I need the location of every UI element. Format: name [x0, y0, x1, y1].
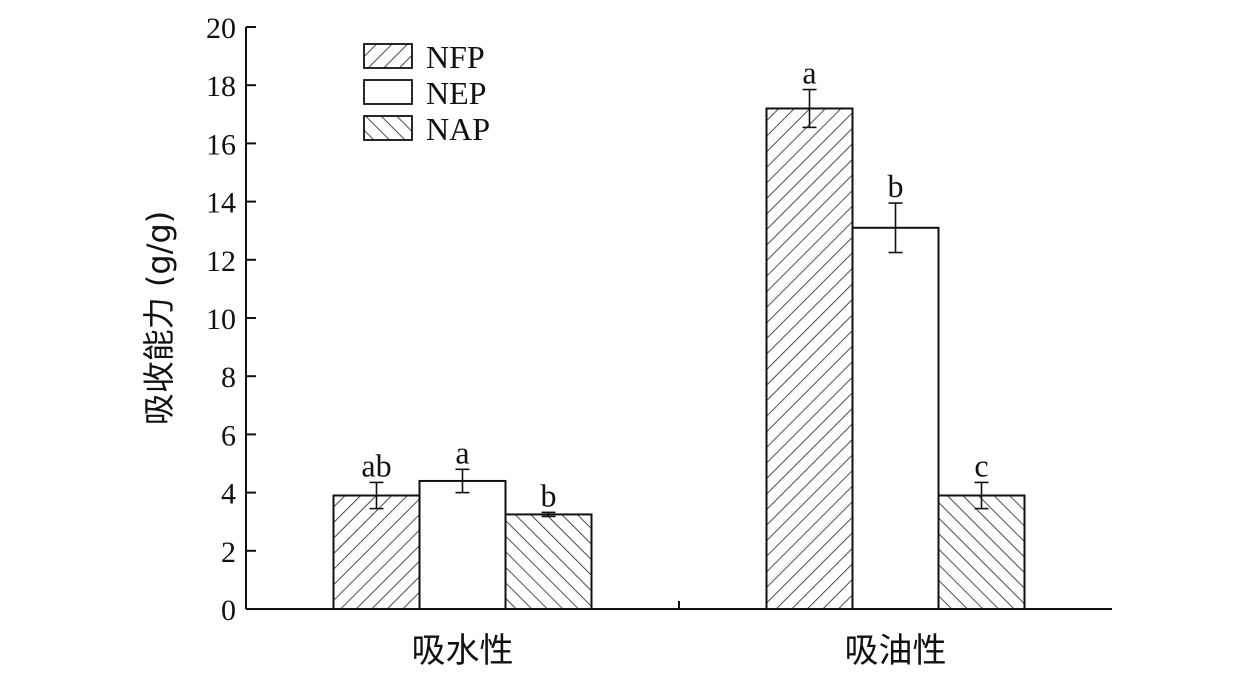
bar-nfp — [765, 107, 854, 610]
y-ticks: 0 2 4 6 8 10 12 14 16 18 20 — [206, 12, 256, 627]
y-tick-label: 2 — [221, 536, 236, 569]
legend-label-nfp: NFP — [426, 39, 485, 75]
y-axis-title: 吸收能力 (g/g) — [140, 211, 178, 426]
category-label: 吸水性 — [412, 631, 514, 671]
significance-label: c — [974, 447, 988, 483]
significance-label: ab — [361, 447, 391, 483]
significance-label: a — [455, 434, 469, 470]
legend-swatch-nfp — [363, 43, 413, 69]
bars — [332, 107, 1026, 611]
error-bars — [369, 88, 989, 518]
bar-nap — [937, 494, 1026, 611]
y-tick-label: 18 — [206, 70, 236, 103]
y-tick-label: 14 — [206, 187, 236, 220]
legend-swatch-nep — [363, 79, 413, 105]
significance-label: b — [541, 477, 557, 513]
y-tick-label: 16 — [206, 128, 236, 161]
y-tick-label: 12 — [206, 245, 236, 278]
bar-nep — [851, 226, 940, 610]
significance-label: a — [802, 55, 816, 91]
legend-label-nep: NEP — [426, 75, 486, 111]
bar-nep — [418, 479, 507, 610]
y-tick-label: 20 — [206, 12, 236, 45]
y-tick-label: 10 — [206, 303, 236, 336]
y-tick-label: 6 — [221, 419, 236, 452]
bar-nfp — [332, 494, 421, 611]
y-tick-label: 0 — [221, 594, 236, 627]
legend-label-nap: NAP — [426, 111, 490, 147]
significance-label: b — [888, 168, 904, 204]
y-tick-label: 8 — [221, 361, 236, 394]
category-labels: 吸水性 吸油性 — [412, 631, 947, 671]
bar-nap — [504, 513, 593, 610]
legend-swatch-nap — [363, 115, 413, 141]
category-label: 吸油性 — [845, 631, 947, 671]
y-tick-label: 4 — [221, 478, 236, 511]
